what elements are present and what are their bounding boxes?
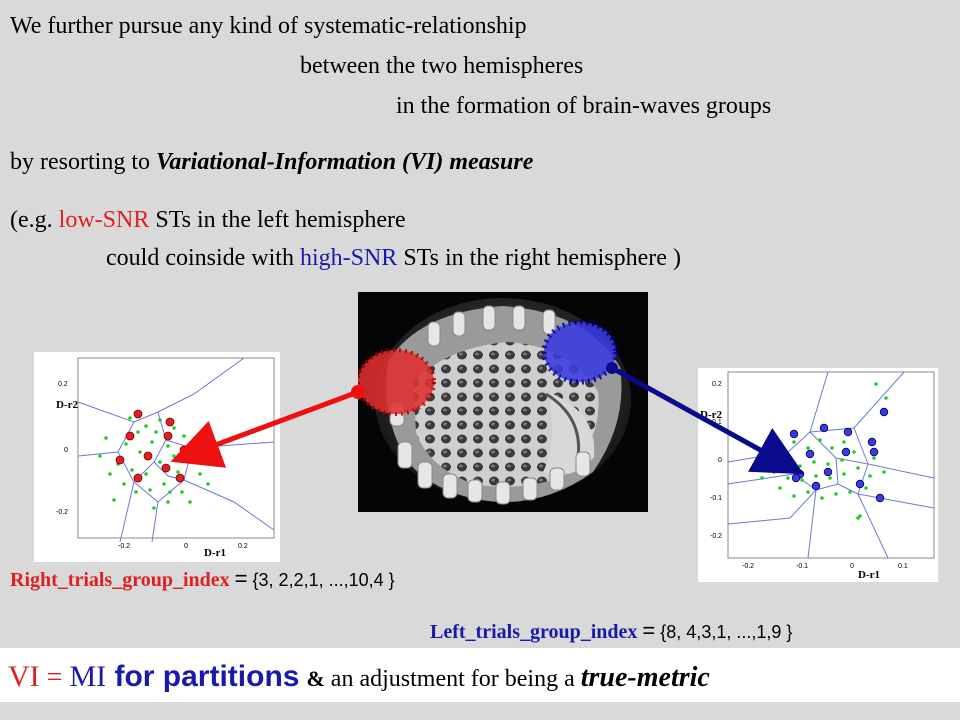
right-voronoi-plot: D-r2 D-r1 0.2 0.1 0 -0.1 -0.2 -0.2 -0.1 … xyxy=(698,368,938,582)
conclusion-bar: VI = MI for partitions & an adjustment f… xyxy=(0,648,960,702)
right-trials-index-values: {3, 2,2,1, ...,10,4 } xyxy=(252,570,395,590)
left-trials-index-name: Left_trials_group_index xyxy=(430,621,638,643)
intro-line-5: (e.g. low-SNR STs in the left hemisphere xyxy=(10,208,406,232)
intro-line-3: in the formation of brain-waves groups xyxy=(396,93,772,119)
intro-line-4: by resorting to Variational-Information … xyxy=(10,150,533,174)
right-trials-index-name: Right_trials_group_index xyxy=(10,569,230,591)
ampersand: & xyxy=(306,666,325,691)
left-voronoi-plot: D-r2 D-r1 0.2 0 -0.2 -0.2 0 0.2 xyxy=(34,352,280,562)
left-plot-ytick: 0 xyxy=(64,447,68,454)
intro-line-2: between the two hemispheres xyxy=(300,53,584,79)
for-partitions-text: for partitions xyxy=(106,660,300,693)
right-plot-ytick: 0.2 xyxy=(712,381,722,388)
left-plot-ytick: 0.2 xyxy=(58,381,68,388)
left-plot-ylabel: D-r2 xyxy=(56,399,78,411)
vi-term: VI xyxy=(8,660,40,693)
right-plot-ytick: -0.2 xyxy=(710,533,722,540)
true-metric-term: true-metric xyxy=(580,662,710,693)
vi-measure-emphasis: Variational-Information (VI) measure xyxy=(155,149,534,175)
intro-line-4-prefix: by resorting to xyxy=(10,149,156,175)
right-plot-xtick: -0.2 xyxy=(742,563,754,570)
brain-photo xyxy=(358,292,648,512)
right-plot-ytick: -0.1 xyxy=(710,495,722,502)
left-plot-xlabel: D-r1 xyxy=(204,547,226,559)
intro-line-6: could coinside with high-SNR STs in the … xyxy=(106,246,681,270)
right-plot-xtick: 0.1 xyxy=(898,563,908,570)
right-plot-xtick: -0.1 xyxy=(796,563,808,570)
right-plot-xlabel: D-r1 xyxy=(858,569,880,581)
intro-line-6-suffix: STs in the right hemisphere ) xyxy=(397,245,681,271)
intro-line-1: We further pursue any kind of systematic… xyxy=(10,13,527,39)
right-plot-xtick: 0 xyxy=(850,563,854,570)
left-plot-xtick: 0.2 xyxy=(238,543,248,550)
left-plot-ytick: -0.2 xyxy=(56,509,68,516)
right-trials-index-line: Right_trials_group_index = {3, 2,2,1, ..… xyxy=(10,566,395,591)
conclusion-rest: an adjustment for being a xyxy=(324,666,581,692)
left-trials-equals: = xyxy=(642,618,656,643)
conclusion-equals: = xyxy=(39,662,70,693)
left-plot-xtick: 0 xyxy=(184,543,188,550)
left-trials-index-values: {8, 4,3,1, ...,1,9 } xyxy=(660,622,793,642)
left-trials-index-line: Left_trials_group_index = {8, 4,3,1, ...… xyxy=(430,618,793,643)
intro-line-5-prefix: (e.g. xyxy=(10,207,59,233)
low-snr-label: low-SNR xyxy=(58,207,150,233)
intro-line-5-suffix: STs in the left hemisphere xyxy=(149,207,406,233)
right-trials-equals: = xyxy=(234,566,248,591)
mi-term: MI xyxy=(69,660,107,693)
left-plot-xtick: -0.2 xyxy=(118,543,130,550)
high-snr-label: high-SNR xyxy=(299,245,398,271)
intro-line-6-prefix: could coinside with xyxy=(106,245,300,271)
right-plot-ytick: 0 xyxy=(718,457,722,464)
right-plot-ytick: 0.1 xyxy=(712,419,722,426)
conclusion-line: VI = MI for partitions & an adjustment f… xyxy=(8,662,710,692)
